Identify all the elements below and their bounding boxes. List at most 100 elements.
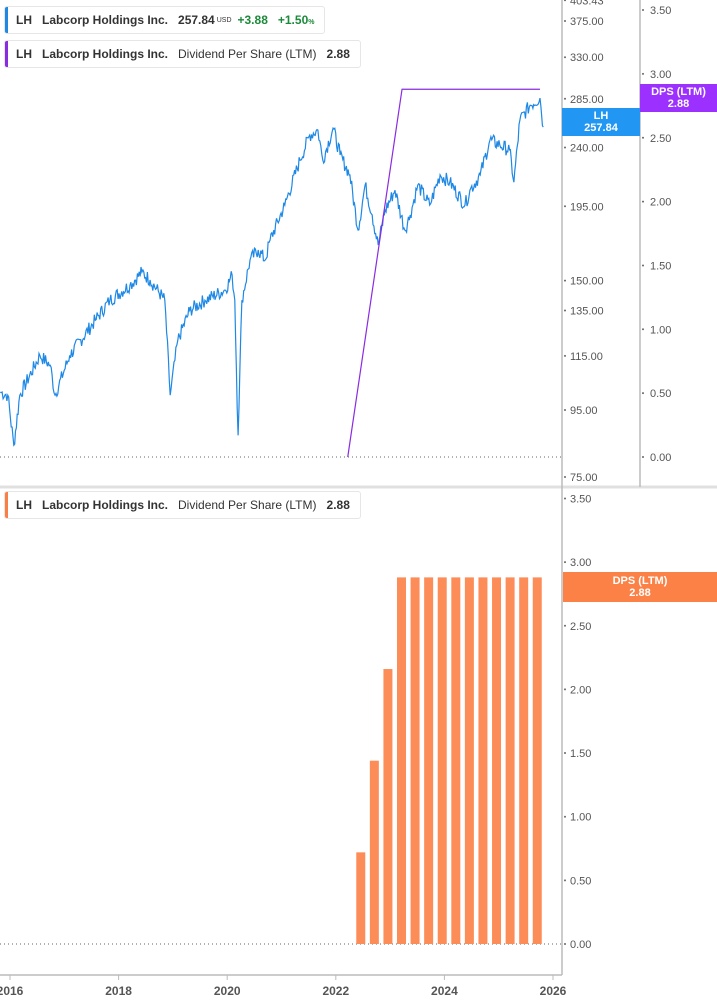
dps-bar <box>397 577 407 944</box>
dps-tick-mark <box>642 72 644 75</box>
price-tick-label: 195.00 <box>570 201 604 213</box>
dps-bar <box>478 577 488 944</box>
legend-metric: Dividend Per Share (LTM) <box>178 47 317 61</box>
dps-tag-value: 2.88 <box>629 587 651 599</box>
dps-bar <box>451 577 461 944</box>
dps-bar <box>356 852 366 944</box>
dps-bottom-tick-mark <box>564 752 566 755</box>
dps-tick-mark <box>642 264 644 267</box>
x-tick-label: 2016 <box>0 984 24 998</box>
series-color-bar <box>5 492 8 518</box>
dps-bottom-tick-label: 1.00 <box>570 812 591 824</box>
dps-bottom-tick-label: 2.00 <box>570 684 591 696</box>
dps-bottom-tick-label: 1.50 <box>570 748 591 760</box>
series-color-bar <box>5 7 8 33</box>
dps-bar <box>437 577 447 944</box>
price-tick-label: 403.43 <box>570 0 604 7</box>
dps-tick-mark <box>642 200 644 203</box>
legend-ticker: LH <box>16 498 32 512</box>
price-tick-label: 150.00 <box>570 276 604 288</box>
dps-tick-label: 3.00 <box>650 69 671 81</box>
dps-tick-mark <box>642 9 644 12</box>
dps-top-tag: DPS (LTM) 2.88 <box>640 84 717 112</box>
dps-bar <box>505 577 515 944</box>
legend-metric: Dividend Per Share (LTM) <box>178 498 317 512</box>
dps-tick-label: 1.00 <box>650 324 671 336</box>
price-tag: LH 257.84 <box>562 108 640 136</box>
legend-change-pct: +1.50% <box>277 13 315 27</box>
legend-dps-bottom[interactable]: LH Labcorp Holdings Inc. Dividend Per Sh… <box>4 491 361 519</box>
dps-bottom-tag: DPS (LTM) 2.88 <box>563 572 717 602</box>
dps-tick-mark <box>642 392 644 395</box>
price-series-line <box>0 97 544 447</box>
dps-series-line <box>347 88 540 458</box>
price-tick-mark <box>564 56 566 59</box>
dps-bottom-tick-mark <box>564 943 566 945</box>
legend-ticker: LH <box>16 47 32 61</box>
dps-tick-label: 2.00 <box>650 197 671 209</box>
legend-price[interactable]: LH Labcorp Holdings Inc. 257.84 USD +3.8… <box>4 6 326 34</box>
dps-bar <box>410 577 420 944</box>
price-tick-label: 375.00 <box>570 16 604 28</box>
x-tick-label: 2020 <box>214 984 241 998</box>
price-tick-mark <box>564 20 566 22</box>
dps-bottom-tick-mark <box>564 688 566 691</box>
dps-tick-label: 2.50 <box>650 133 671 145</box>
dps-tick-mark <box>642 456 644 458</box>
price-tick-mark <box>564 97 566 100</box>
dps-tick-label: 1.50 <box>650 260 671 272</box>
price-tick-label: 135.00 <box>570 305 604 317</box>
legend-change: +3.88 <box>237 13 268 27</box>
legend-company: Labcorp Holdings Inc. <box>42 498 169 512</box>
dps-tag-value: 2.88 <box>667 98 690 110</box>
x-tick-label: 2026 <box>540 984 567 998</box>
price-tick-mark <box>564 146 566 149</box>
price-tick-label: 240.00 <box>570 142 604 154</box>
price-tick-mark <box>564 309 566 312</box>
dps-tag-label: DPS (LTM) <box>612 575 668 587</box>
dps-tick-label: 3.50 <box>650 5 671 17</box>
price-tick-label: 115.00 <box>570 351 603 363</box>
dps-tick-label: 0.50 <box>650 388 671 400</box>
price-tick-mark <box>564 409 566 412</box>
legend-company: Labcorp Holdings Inc. <box>42 13 169 27</box>
dps-tick-mark <box>642 136 644 139</box>
legend-currency: USD <box>216 16 232 24</box>
dps-bottom-tick-mark <box>564 624 566 627</box>
series-color-bar <box>5 41 8 67</box>
dps-tick-mark <box>642 328 644 331</box>
dps-bottom-tick-mark <box>564 497 566 500</box>
legend-value: 2.88 <box>326 47 350 61</box>
x-tick-label: 2022 <box>322 984 349 998</box>
dps-bar <box>492 577 502 944</box>
dps-bottom-tick-label: 0.00 <box>570 939 591 951</box>
dps-bottom-tick-mark <box>564 561 566 564</box>
price-tick-mark <box>564 279 566 282</box>
dps-bottom-tick-label: 3.00 <box>570 557 591 569</box>
dps-bar <box>369 760 379 944</box>
price-tick-label: 95.00 <box>570 405 598 417</box>
dps-bottom-tick-label: 2.50 <box>570 621 591 633</box>
legend-value: 2.88 <box>326 498 350 512</box>
dps-bar <box>532 577 542 944</box>
x-tick-label: 2018 <box>105 984 132 998</box>
dps-bottom-tick-mark <box>564 879 566 882</box>
price-tick-mark <box>564 476 566 478</box>
price-tick-label: 330.00 <box>570 52 604 64</box>
price-tick-mark <box>564 354 566 357</box>
dps-bar <box>383 669 393 944</box>
legend-ticker: LH <box>16 13 32 27</box>
legend-price-value: 257.84 <box>178 13 215 27</box>
dps-bar <box>464 577 474 944</box>
x-tick-label: 2024 <box>431 984 458 998</box>
legend-dps-top[interactable]: LH Labcorp Holdings Inc. Dividend Per Sh… <box>4 40 361 68</box>
price-tag-ticker: LH <box>593 110 609 122</box>
price-tick-label: 75.00 <box>570 472 598 484</box>
price-tick-mark <box>564 0 566 2</box>
dps-bar <box>519 577 529 944</box>
price-tag-value: 257.84 <box>584 122 618 134</box>
dps-bottom-tick-mark <box>564 815 566 818</box>
price-tick-label: 285.00 <box>570 94 604 106</box>
legend-company: Labcorp Holdings Inc. <box>42 47 169 61</box>
